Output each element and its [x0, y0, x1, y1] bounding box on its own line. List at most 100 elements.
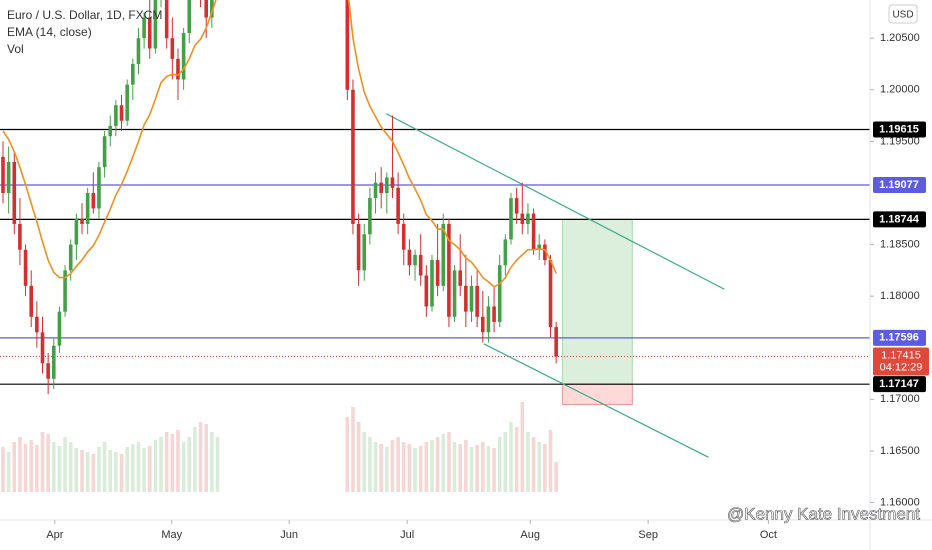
candle-body [548, 260, 553, 328]
candle-body [458, 270, 463, 286]
y-tick-label: 1.17000 [880, 393, 920, 405]
candle-body [91, 192, 96, 209]
volume-bar [379, 444, 383, 492]
candle-body [119, 105, 124, 121]
volume-bar [198, 422, 203, 492]
volume-bar [80, 450, 84, 492]
candle-body [424, 275, 429, 307]
volume-bar [164, 432, 169, 492]
volume-bar [526, 432, 530, 492]
volume-bar [554, 462, 558, 492]
volume-bar [486, 446, 491, 492]
candle-body [526, 213, 530, 224]
volume-bar [435, 437, 440, 492]
candle-body [136, 38, 141, 64]
candle-body [441, 223, 446, 286]
candle-body [497, 265, 502, 322]
candle-body [57, 311, 62, 346]
volume-bar [373, 442, 378, 492]
candle-body [469, 285, 474, 312]
volume-bar [210, 432, 214, 492]
x-tick-label: May [161, 529, 182, 541]
volume-bar [159, 437, 163, 492]
candle-body [204, 0, 208, 18]
plot-area [0, 0, 870, 492]
last-price-box [873, 347, 929, 376]
volume-bar [215, 437, 220, 492]
volume-bar [351, 407, 355, 492]
candle-body [187, 0, 192, 34]
volume-bar [91, 454, 96, 492]
level-label-text: 1.19615 [879, 123, 919, 135]
volume-bar [362, 432, 367, 492]
candle-body [80, 218, 84, 224]
volume-bar [418, 446, 423, 492]
volume-bar [114, 452, 118, 492]
volume-bar [57, 446, 62, 492]
volume-bar [108, 450, 113, 492]
candle-body [362, 234, 367, 271]
y-tick-label: 1.16500 [880, 445, 920, 457]
candle-body [102, 136, 107, 168]
volume-bar [509, 422, 513, 492]
level-label: 1.19615 [873, 121, 926, 138]
volume-bar [204, 424, 208, 492]
candle-body [356, 223, 361, 271]
level-label: 1.18744 [873, 211, 926, 228]
volume-bar [345, 417, 350, 492]
volume-bar [68, 442, 73, 492]
candle-body [108, 125, 113, 137]
x-tick-label: Apr [46, 529, 63, 541]
trendline [385, 113, 725, 290]
level-label-text: 1.18744 [879, 213, 920, 225]
x-tick-label: Jul [400, 529, 414, 541]
candle-body [492, 306, 496, 322]
candle-body [351, 89, 355, 224]
volume-bar [424, 442, 429, 492]
volume-bar [492, 448, 496, 492]
volume-bar [170, 434, 175, 492]
candle-body [345, 0, 350, 90]
volume-bar [469, 447, 474, 492]
countdown-text: 04:12:29 [880, 361, 923, 373]
target-zone [561, 218, 633, 385]
candle-body [51, 345, 56, 379]
volume-bar [543, 444, 547, 492]
last-price-text: 1.17415 [881, 349, 921, 361]
volume-bar [401, 442, 406, 492]
candle-body [29, 285, 34, 317]
level-label-text: 1.19077 [879, 179, 919, 191]
y-tick-label: 1.16000 [880, 496, 920, 508]
candle-body [520, 213, 525, 224]
candle-body [63, 270, 67, 312]
volume-bar [396, 437, 400, 492]
level-label-text: 1.17147 [879, 378, 919, 390]
x-tick-label: Aug [520, 529, 540, 541]
candle-body [114, 105, 118, 126]
candle-body [210, 0, 214, 18]
candle-body [385, 177, 389, 193]
candle-body [475, 285, 479, 317]
candle-body [379, 182, 383, 193]
candle-body [413, 254, 417, 266]
trendline [483, 343, 709, 458]
candle-body [435, 260, 440, 286]
candle-body [554, 327, 558, 357]
candle-body [23, 249, 28, 286]
volume-bar [407, 444, 412, 492]
candle-body [85, 192, 90, 224]
candle-body [480, 316, 485, 333]
volume-bar [441, 434, 446, 492]
candle-body [486, 306, 491, 333]
level-label-box [873, 376, 926, 393]
candle-body [147, 17, 152, 49]
candle-body [1, 156, 5, 193]
candle-body [407, 249, 412, 266]
x-tick-label: Sep [638, 529, 658, 541]
level-label-box [873, 211, 926, 228]
candle-body [40, 332, 45, 364]
currency-box[interactable] [888, 4, 918, 24]
volume-bar [503, 432, 508, 492]
